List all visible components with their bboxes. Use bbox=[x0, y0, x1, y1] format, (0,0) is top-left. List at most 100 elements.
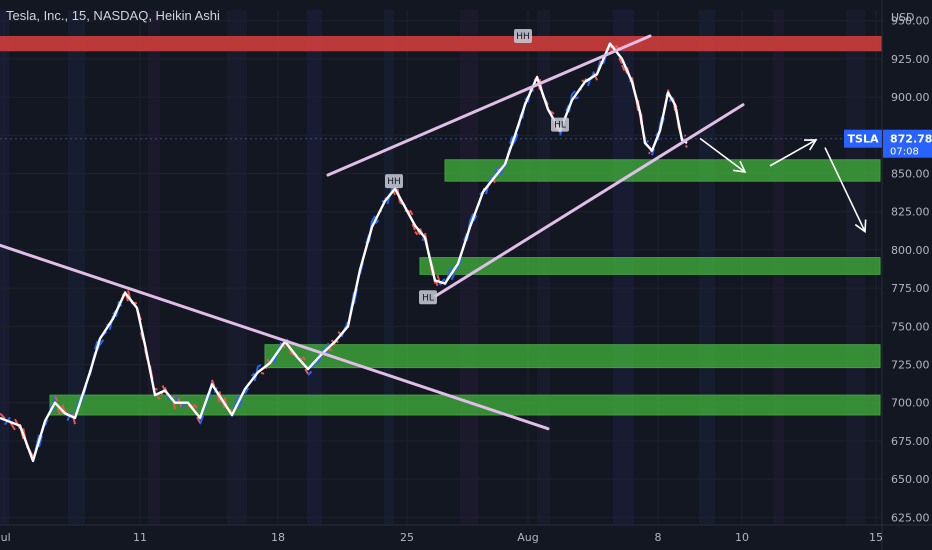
price-segment bbox=[447, 267, 453, 276]
y-tick-label: 625.00 bbox=[891, 511, 930, 524]
price-segment bbox=[374, 219, 380, 225]
price-segment bbox=[133, 301, 138, 305]
y-tick-label: 650.00 bbox=[891, 473, 930, 486]
pivot-labels: HH HH HL HL bbox=[385, 28, 569, 305]
price-segment bbox=[565, 104, 570, 112]
price-badge bbox=[883, 129, 932, 158]
price-segment bbox=[469, 213, 475, 222]
price-segment bbox=[0, 412, 6, 420]
price-segment bbox=[304, 368, 309, 375]
pivot-label: HL bbox=[422, 293, 434, 303]
price-segment bbox=[250, 372, 256, 377]
price-segment bbox=[260, 371, 265, 375]
last-price-value: 872.78 bbox=[890, 133, 932, 146]
price-segment bbox=[71, 413, 76, 425]
x-tick-label: 25 bbox=[400, 531, 414, 544]
price-segment bbox=[193, 403, 198, 409]
price-segment bbox=[290, 352, 295, 356]
x-tick-label: 10 bbox=[735, 531, 749, 544]
projection-arrow bbox=[824, 147, 866, 232]
price-segment bbox=[414, 230, 419, 236]
y-axis: 625.00 650.00 675.00 700.00 725.00 750.00 775.… bbox=[881, 0, 930, 550]
price-segment bbox=[44, 419, 49, 427]
price-segment bbox=[409, 209, 414, 216]
arrow-head bbox=[733, 160, 747, 173]
price-segment bbox=[244, 387, 250, 395]
price-segment bbox=[307, 370, 313, 376]
pivot-label-box bbox=[385, 174, 403, 189]
x-tick-label: 11 bbox=[133, 531, 147, 544]
support-zone bbox=[419, 257, 881, 275]
price-segment bbox=[472, 215, 478, 222]
x-tick-label: 18 bbox=[271, 531, 285, 544]
chart-title: Tesla, Inc., 15, NASDAQ, Heikin Ashi bbox=[6, 8, 220, 23]
price-segment bbox=[343, 321, 349, 330]
price-segment bbox=[621, 64, 626, 72]
projection-arrow bbox=[699, 137, 746, 173]
price-segment bbox=[54, 396, 59, 402]
y-tick-label: 900.00 bbox=[891, 91, 930, 104]
y-tick-label: 700.00 bbox=[891, 397, 930, 410]
price-segment bbox=[199, 415, 204, 425]
price-segment bbox=[237, 399, 243, 409]
price-segment bbox=[450, 272, 456, 281]
x-tick-label: 15 bbox=[869, 531, 883, 544]
price-segment bbox=[509, 136, 514, 145]
price-segment bbox=[310, 363, 316, 368]
trendline bbox=[326, 34, 652, 177]
session-band bbox=[227, 10, 247, 525]
bar-countdown: 07:08 bbox=[890, 147, 919, 158]
pivot-label-box bbox=[551, 117, 569, 132]
price-segment bbox=[683, 134, 687, 137]
x-axis: Jul 11 18 25 Aug 8 10 15 bbox=[0, 524, 932, 544]
price-segment bbox=[441, 278, 446, 282]
y-tick-label: 950.00 bbox=[891, 15, 930, 28]
price-segment bbox=[234, 395, 240, 406]
arrow-head bbox=[803, 139, 818, 151]
x-tick-label: Jul bbox=[0, 531, 11, 544]
pivot-label-box bbox=[514, 28, 532, 43]
price-segment bbox=[499, 168, 504, 176]
pivot-label: HH bbox=[387, 177, 401, 187]
y-tick-label: 925.00 bbox=[891, 53, 930, 66]
session-band bbox=[307, 10, 322, 525]
support-zone bbox=[49, 394, 881, 416]
price-segment bbox=[99, 339, 105, 346]
resistance-zone bbox=[0, 35, 882, 52]
support-zone bbox=[444, 159, 881, 182]
y-tick-label: 725.00 bbox=[891, 359, 930, 372]
session-band bbox=[148, 10, 160, 525]
price-segment bbox=[156, 396, 161, 400]
symbol-label: TSLA bbox=[848, 133, 879, 146]
trendline bbox=[434, 103, 745, 298]
price-segment bbox=[514, 133, 519, 142]
price-segment bbox=[49, 403, 54, 408]
pivot-label: HL bbox=[554, 121, 566, 131]
y-tick-label: 775.00 bbox=[891, 282, 930, 295]
price-segment bbox=[94, 340, 99, 350]
trend-lines bbox=[0, 34, 745, 431]
price-segment bbox=[180, 403, 186, 409]
projection-arrows bbox=[699, 137, 867, 234]
trendline bbox=[0, 243, 550, 431]
price-zones bbox=[0, 35, 882, 416]
price-segment bbox=[593, 72, 598, 81]
price-segment bbox=[684, 144, 688, 149]
price-segment bbox=[571, 90, 576, 95]
price-segment bbox=[618, 57, 623, 64]
y-tick-label: 675.00 bbox=[891, 435, 930, 448]
price-segment bbox=[301, 356, 306, 361]
price-segment bbox=[56, 408, 61, 415]
price-segment bbox=[257, 364, 262, 368]
price-segment bbox=[196, 416, 201, 424]
x-tick-label: Aug bbox=[517, 531, 538, 544]
symbol-badge bbox=[844, 129, 882, 148]
projection-arrow bbox=[769, 139, 817, 167]
pivot-label: HH bbox=[516, 32, 530, 42]
price-segment bbox=[371, 215, 377, 222]
price-segment bbox=[655, 132, 659, 137]
price-segment bbox=[651, 148, 655, 156]
y-tick-label: 850.00 bbox=[891, 168, 930, 181]
